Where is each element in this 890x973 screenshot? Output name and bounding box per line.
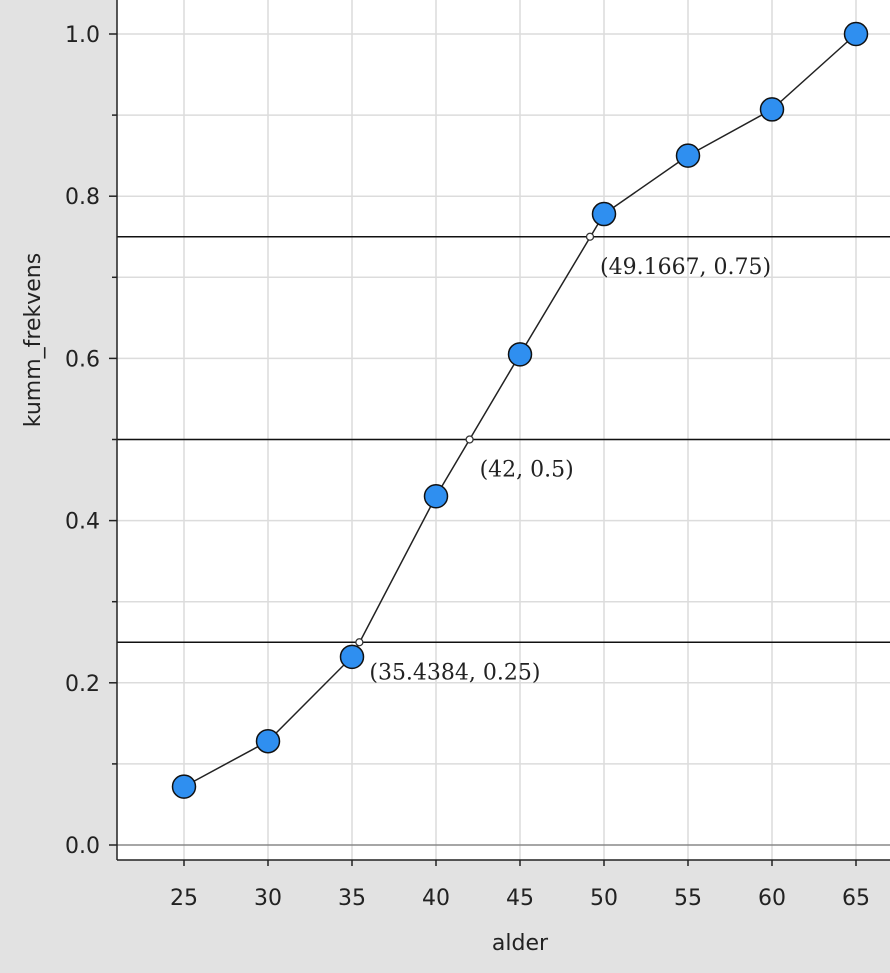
y-tick-label: 0.0 (65, 834, 100, 859)
x-tick-label: 40 (422, 886, 450, 911)
data-points (171, 21, 869, 799)
tick-labels: 25 30 35 40 45 50 55 60 65 0.0 0.2 0.4 0.6 0.8 1.0 (65, 23, 870, 911)
data-point (591, 201, 617, 227)
x-tick-label: 50 (590, 886, 618, 911)
data-point (339, 644, 365, 670)
plot-area (117, 0, 890, 860)
y-tick-label: 0.2 (65, 672, 100, 697)
data-point (759, 97, 785, 122)
x-tick-label: 45 (506, 886, 534, 911)
y-tick-label: 0.6 (65, 347, 100, 372)
x-tick-label: 35 (338, 886, 366, 911)
data-point (843, 21, 869, 47)
annotation-label: (35.4384, 0.25) (369, 660, 540, 685)
intersection-marker (465, 435, 474, 444)
axes (116, 0, 890, 861)
data-point (507, 342, 533, 367)
reference-lines (117, 236, 890, 643)
x-tick-label: 25 (170, 886, 198, 911)
x-tick-label: 30 (254, 886, 282, 911)
x-tick-label: 55 (674, 886, 702, 911)
x-tick-label: 65 (842, 886, 870, 911)
y-tick-label: 0.8 (65, 185, 100, 210)
y-tick-label: 1.0 (65, 23, 100, 48)
data-point (423, 484, 449, 509)
intersection-marker (585, 232, 595, 241)
x-axis-title: alder (492, 931, 549, 956)
annotations: (35.4384, 0.25) (42, 0.5) (49.1667, 0.75) (355, 232, 771, 685)
intersection-marker (355, 638, 364, 647)
x-tick-label: 60 (758, 886, 786, 911)
data-point (675, 143, 701, 168)
annotation-label: (49.1667, 0.75) (600, 255, 771, 280)
y-tick-label: 0.4 (65, 510, 100, 535)
y-axis-title: kumm_frekvens (21, 253, 46, 427)
data-point (255, 728, 281, 754)
annotation-label: (42, 0.5) (480, 458, 574, 483)
data-point (171, 774, 197, 799)
